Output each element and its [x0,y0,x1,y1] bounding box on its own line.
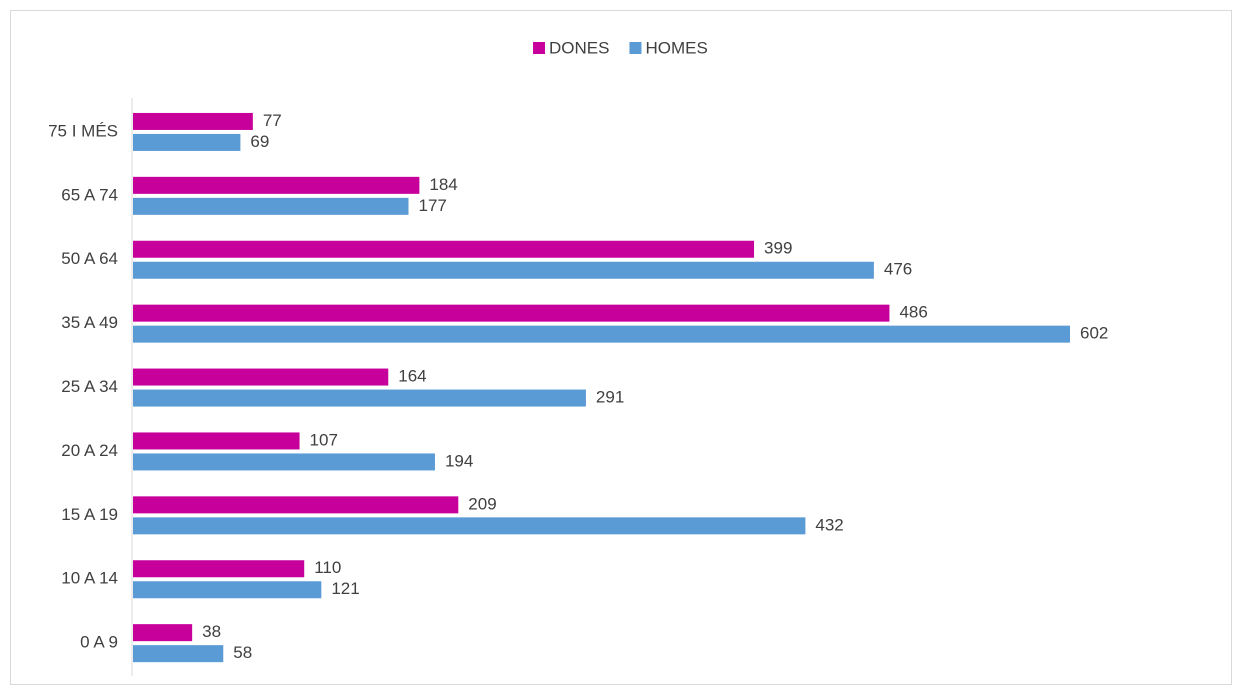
y-tick-label: 35 A 49 [61,313,118,332]
bar [133,453,435,471]
bar [133,581,322,599]
bar [133,325,1070,343]
bar [133,304,890,322]
data-label: 399 [764,239,792,258]
bar [133,432,300,450]
y-tick-label: 75 I MÉS [48,121,118,140]
bar [133,645,224,663]
data-label: 476 [884,260,912,279]
data-label: 194 [445,451,473,470]
y-tick-label: 50 A 64 [61,249,118,268]
data-label: 121 [331,579,359,598]
bar [133,261,874,279]
y-tick-label: 0 A 9 [80,633,118,652]
data-label: 110 [314,558,341,577]
bar [133,560,305,578]
legend-swatch [533,42,545,54]
data-label: 177 [418,196,446,215]
data-label: 209 [468,494,496,513]
bar [133,368,389,386]
data-label: 38 [202,622,221,641]
data-label: 107 [310,430,338,449]
legend-swatch [629,42,642,54]
data-label: 602 [1080,324,1108,343]
y-tick-label: 25 A 34 [61,377,118,396]
legend-label: HOMES [645,38,707,57]
bar [133,389,586,407]
bar [133,176,420,194]
bar [133,624,193,642]
bar [133,197,409,215]
data-label: 486 [899,303,927,322]
bar [133,112,253,130]
data-label: 58 [233,643,252,662]
data-label: 164 [398,367,426,386]
y-tick-label: 20 A 24 [61,441,118,460]
data-label: 184 [429,175,457,194]
y-tick-label: 10 A 14 [61,569,118,588]
bar [133,240,755,258]
data-label: 291 [596,388,624,407]
data-label: 69 [250,132,269,151]
data-label: 432 [815,515,843,534]
data-label: 77 [263,111,282,130]
y-tick-label: 15 A 19 [61,505,118,524]
legend-label: DONES [549,38,609,57]
bar [133,133,241,151]
y-tick-label: 65 A 74 [61,185,118,204]
bar [133,517,806,535]
bar [133,496,459,514]
